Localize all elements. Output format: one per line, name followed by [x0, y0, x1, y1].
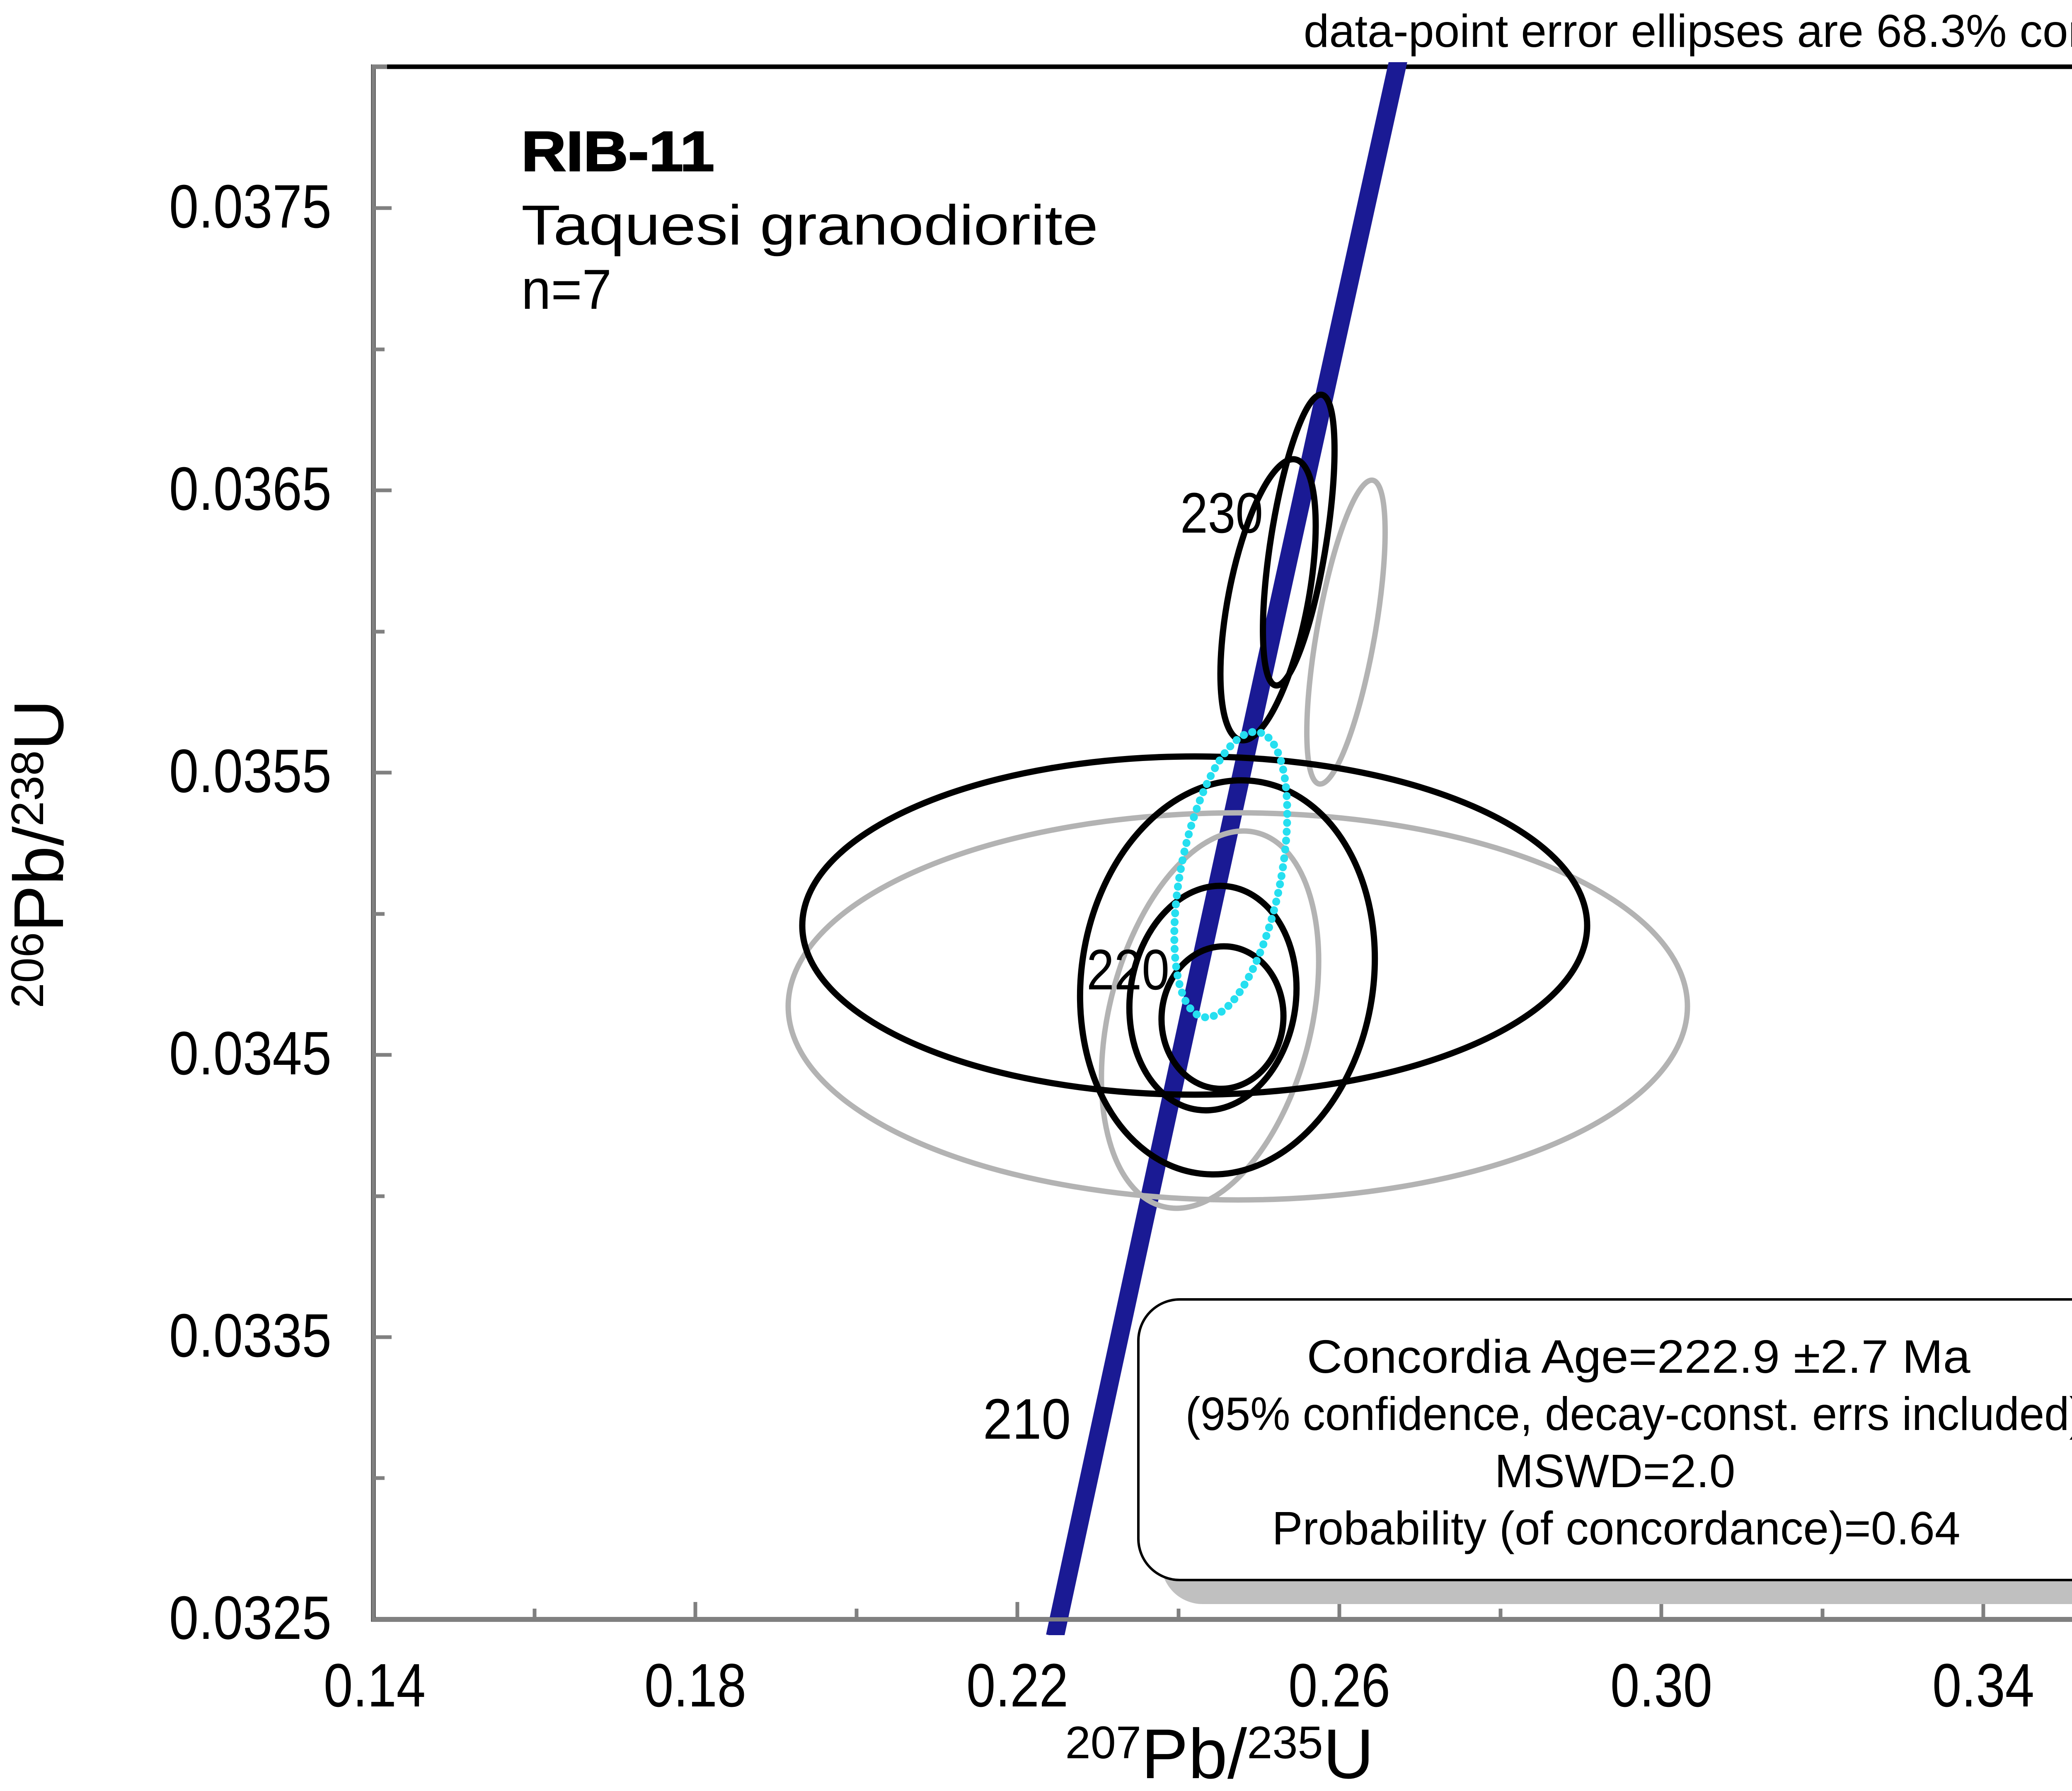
svg-text:RIB-11: RIB-11 — [521, 120, 714, 183]
svg-text:0.30: 0.30 — [1610, 1651, 1712, 1720]
svg-text:0.0345: 0.0345 — [169, 1019, 332, 1088]
svg-text:MSWD=2.0: MSWD=2.0 — [1495, 1445, 1736, 1497]
svg-text:0.34: 0.34 — [1932, 1651, 2034, 1720]
svg-text:210: 210 — [983, 1387, 1071, 1451]
svg-text:n=7: n=7 — [521, 258, 612, 321]
svg-text:0.26: 0.26 — [1288, 1651, 1390, 1720]
svg-text:0.0365: 0.0365 — [169, 455, 332, 523]
svg-text:0.0355: 0.0355 — [169, 737, 332, 805]
svg-text:0.18: 0.18 — [644, 1651, 746, 1720]
svg-text:data-point error ellipses are: data-point error ellipses are 68.3% conf… — [1304, 5, 2072, 57]
svg-text:206Pb/238U: 206Pb/238U — [0, 699, 78, 1008]
svg-text:0.14: 0.14 — [324, 1651, 426, 1720]
svg-text:(95% confidence, decay-const.: (95% confidence, decay-const. errs inclu… — [1186, 1388, 2072, 1440]
svg-text:Taquesi granodiorite: Taquesi granodiorite — [521, 194, 1098, 257]
svg-text:0.0335: 0.0335 — [169, 1301, 332, 1370]
svg-text:0.0325: 0.0325 — [169, 1584, 332, 1652]
svg-text:230: 230 — [1180, 481, 1263, 545]
svg-text:Concordia Age=222.9 ±2.7 Ma: Concordia Age=222.9 ±2.7 Ma — [1307, 1331, 1970, 1383]
svg-text:0.0375: 0.0375 — [169, 172, 332, 241]
svg-text:0.22: 0.22 — [966, 1651, 1068, 1720]
svg-text:220: 220 — [1087, 938, 1169, 1002]
svg-text:Probability (of concordance)=0: Probability (of concordance)=0.64 — [1272, 1502, 1961, 1554]
svg-text:207Pb/235U: 207Pb/235U — [1065, 1715, 1374, 1791]
